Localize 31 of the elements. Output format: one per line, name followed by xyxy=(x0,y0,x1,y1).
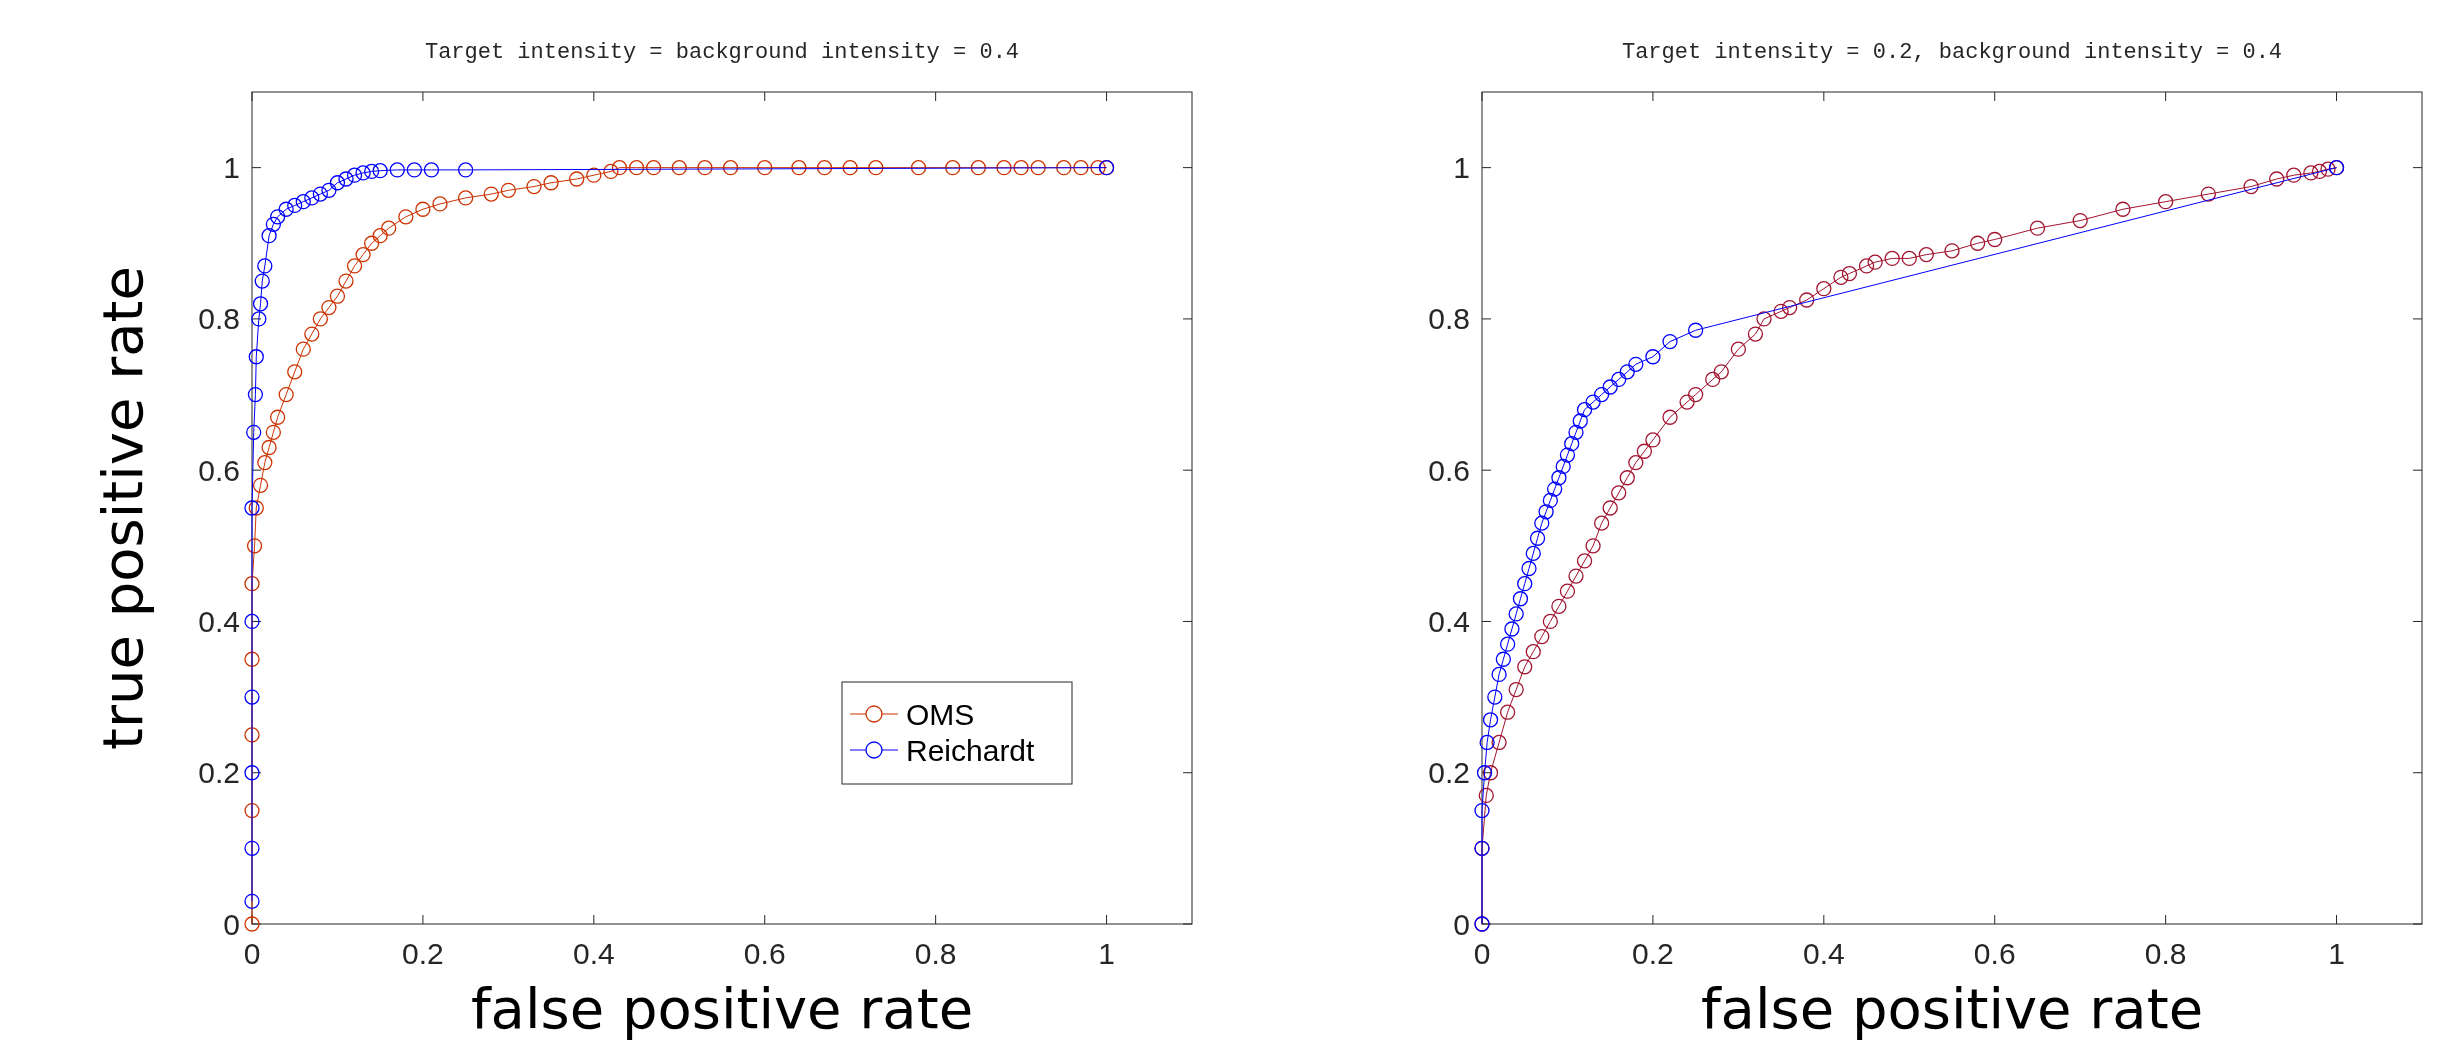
x-tick-label: 0.2 xyxy=(402,937,444,970)
x-tick-label: 0.8 xyxy=(914,937,957,970)
x-axis-title: false positive rate xyxy=(470,976,974,1041)
y-tick-label: 1 xyxy=(1453,151,1470,185)
legend-label: Reichardt xyxy=(906,733,1036,767)
y-tick-label: 0.6 xyxy=(1428,453,1470,487)
y-tick-label: 0.4 xyxy=(198,604,240,638)
y-tick-label: 0.4 xyxy=(1428,604,1470,638)
x-tick-label: 0.4 xyxy=(572,937,615,970)
x-tick-label: 0.8 xyxy=(2144,937,2187,970)
x-tick-label: 0.6 xyxy=(743,937,786,970)
y-tick-label: 0.6 xyxy=(198,453,240,487)
y-tick-label: 0 xyxy=(1453,907,1470,941)
legend-label: OMS xyxy=(906,697,975,731)
y-tick-label: 0.8 xyxy=(198,302,240,336)
x-tick-label: 0.6 xyxy=(1973,937,2016,970)
chart-title: Target intensity = background intensity = 0.4 xyxy=(424,40,1020,65)
y-tick-label: 1 xyxy=(223,151,240,185)
x-tick-label: 0 xyxy=(1473,937,1491,970)
y-tick-label: 0 xyxy=(223,907,240,941)
x-tick-label: 1 xyxy=(2328,937,2345,970)
y-axis-title: true positive rate xyxy=(90,266,155,750)
x-tick-label: 1 xyxy=(1098,937,1115,970)
x-tick-label: 0.4 xyxy=(1802,937,1845,970)
y-tick-label: 0.8 xyxy=(1428,302,1470,336)
chart-title: Target intensity = 0.2, background intensity = 0.4 xyxy=(1621,40,2283,65)
x-tick-label: 0 xyxy=(243,937,261,970)
x-tick-label: 0.2 xyxy=(1632,937,1674,970)
y-tick-label: 0.2 xyxy=(198,756,240,790)
x-axis-title: false positive rate xyxy=(1700,976,2204,1041)
y-tick-label: 0.2 xyxy=(1428,756,1470,790)
